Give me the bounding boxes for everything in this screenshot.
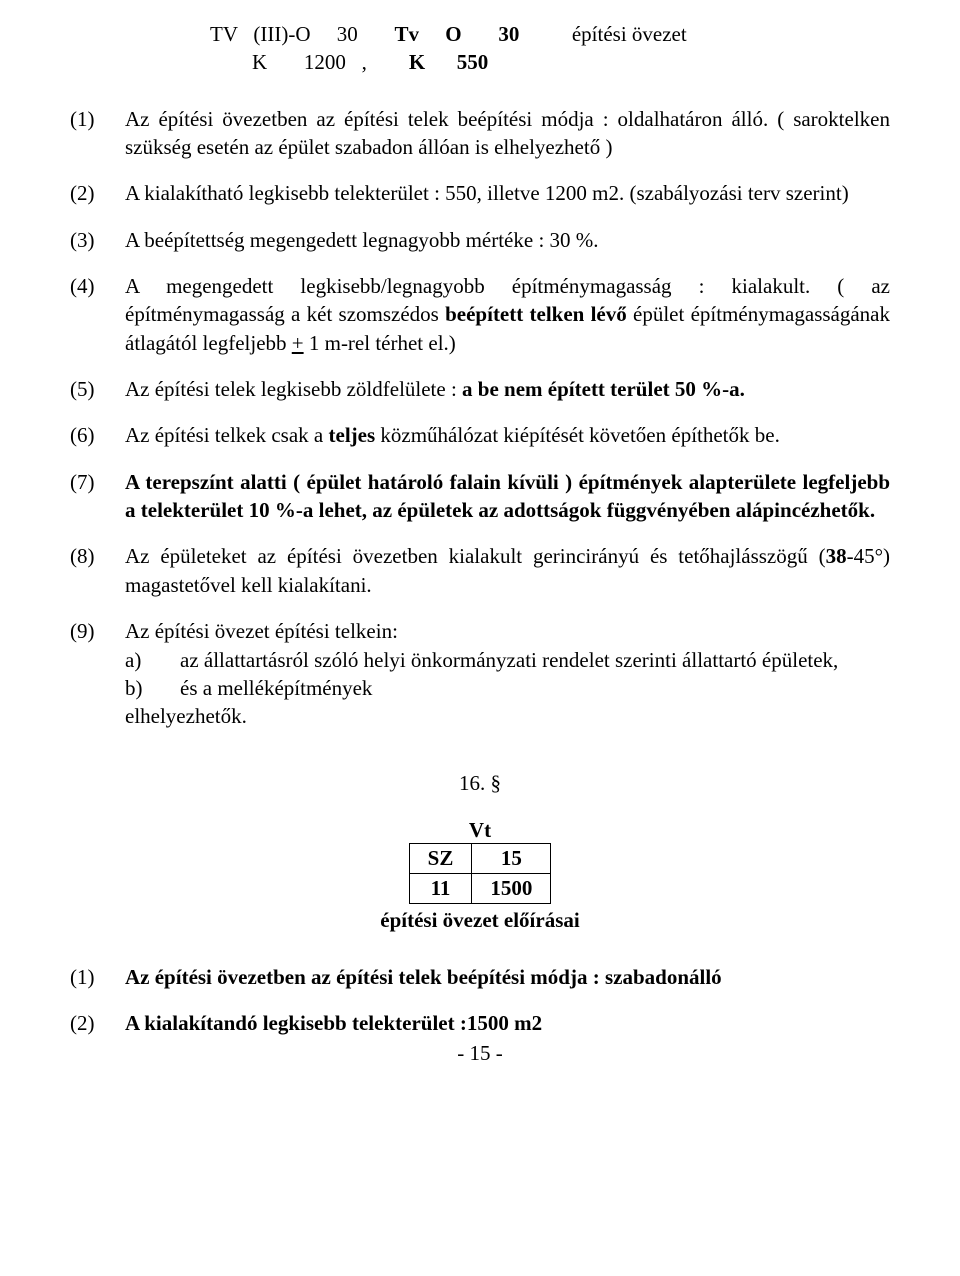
bp2-bold: A kialakítandó legkisebb telekterület :1… bbox=[125, 1011, 542, 1035]
p6-lead: Az építési telkek csak a bbox=[125, 423, 329, 447]
header-line-2: K 1200 , K 550 bbox=[210, 48, 890, 76]
para-text: Az épületeket az építési övezetben kiala… bbox=[125, 542, 890, 599]
table-row: SZ 15 bbox=[409, 843, 551, 873]
para-num: (2) bbox=[70, 179, 125, 207]
paragraph-4: (4) A megengedett legkisebb/legnagyobb é… bbox=[70, 272, 890, 357]
p4-under: + bbox=[292, 331, 304, 355]
p9-item-b: b) és a melléképítmények bbox=[125, 674, 890, 702]
p9-b-label: b) bbox=[125, 674, 180, 702]
bottom-paragraph-1: (1) Az építési övezetben az építési tele… bbox=[70, 963, 890, 991]
p8-lead: Az épületeket az építési övezetben kiala… bbox=[125, 544, 826, 568]
p9-closing: elhelyezhetők. bbox=[125, 702, 890, 730]
para-text: Az építési övezetben az építési telek be… bbox=[125, 963, 890, 991]
para-text: A beépítettség megengedett legnagyobb mé… bbox=[125, 226, 890, 254]
p6-tail: közműhálózat kiépítését követően építhet… bbox=[375, 423, 780, 447]
header-l1-right: építési övezet bbox=[572, 22, 687, 46]
p4-part3: 1 m-rel térhet el.) bbox=[304, 331, 456, 355]
para-num: (5) bbox=[70, 375, 125, 403]
header-l1-bold: Tv O 30 bbox=[395, 22, 520, 46]
para-text: Az építési telkek csak a teljes közműhál… bbox=[125, 421, 890, 449]
para-num: (1) bbox=[70, 963, 125, 991]
para-text: Az építési telek legkisebb zöldfelülete … bbox=[125, 375, 890, 403]
para-text: A terepszínt alatti ( épület határoló fa… bbox=[125, 468, 890, 525]
para-text: Az építési övezet építési telkein: a) az… bbox=[125, 617, 890, 730]
header-l2-left: K 1200 , bbox=[210, 50, 367, 74]
vt-cell: SZ bbox=[409, 843, 472, 873]
paragraph-7: (7) A terepszínt alatti ( épület határol… bbox=[70, 468, 890, 525]
p9-item-a: a) az állattartásról szóló helyi önkormá… bbox=[125, 646, 890, 674]
para-text: A kialakítandó legkisebb telekterület :1… bbox=[125, 1009, 890, 1037]
para-num: (8) bbox=[70, 542, 125, 599]
header-line-1: TV (III)-O 30 Tv O 30 építési övezet bbox=[210, 20, 890, 48]
paragraph-9: (9) Az építési övezet építési telkein: a… bbox=[70, 617, 890, 730]
vt-table: SZ 15 11 1500 bbox=[409, 843, 552, 904]
page-number: - 15 - bbox=[70, 1041, 890, 1066]
p9-a-label: a) bbox=[125, 646, 180, 674]
paragraph-3: (3) A beépítettség megengedett legnagyob… bbox=[70, 226, 890, 254]
document-page: TV (III)-O 30 Tv O 30 építési övezet K 1… bbox=[0, 0, 960, 1086]
para-num: (3) bbox=[70, 226, 125, 254]
para-text: Az építési övezetben az építési telek be… bbox=[125, 105, 890, 162]
header-l2-bold: K 550 bbox=[409, 50, 488, 74]
para-num: (2) bbox=[70, 1009, 125, 1037]
paragraph-1: (1) Az építési övezetben az építési tele… bbox=[70, 105, 890, 162]
header-code-block: TV (III)-O 30 Tv O 30 építési övezet K 1… bbox=[210, 20, 890, 77]
p7-bold: A terepszínt alatti ( épület határoló fa… bbox=[125, 470, 890, 522]
header-l1-left: TV (III)-O 30 bbox=[210, 22, 358, 46]
para-text: A kialakítható legkisebb telekterület : … bbox=[125, 179, 890, 207]
vt-caption: építési övezet előírásai bbox=[70, 908, 890, 933]
paragraph-2: (2) A kialakítható legkisebb telekterüle… bbox=[70, 179, 890, 207]
p8-bold: 38 bbox=[826, 544, 847, 568]
para-num: (4) bbox=[70, 272, 125, 357]
paragraph-6: (6) Az építési telkek csak a teljes közm… bbox=[70, 421, 890, 449]
p4-bold: beépített telken lévő bbox=[445, 302, 627, 326]
p9-b-text: és a melléképítmények bbox=[180, 674, 890, 702]
table-row: 11 1500 bbox=[409, 873, 551, 903]
vt-block: Vt SZ 15 11 1500 építési övezet előírása… bbox=[70, 818, 890, 933]
vt-title: Vt bbox=[70, 818, 890, 843]
vt-cell: 11 bbox=[409, 873, 472, 903]
bottom-paragraph-2: (2) A kialakítandó legkisebb telekterüle… bbox=[70, 1009, 890, 1037]
vt-title-text: Vt bbox=[469, 818, 491, 842]
para-text: A megengedett legkisebb/legnagyobb építm… bbox=[125, 272, 890, 357]
bp1-bold: Az építési övezetben az építési telek be… bbox=[125, 965, 722, 989]
para-num: (9) bbox=[70, 617, 125, 730]
paragraph-8: (8) Az épületeket az építési övezetben k… bbox=[70, 542, 890, 599]
paragraph-5: (5) Az építési telek legkisebb zöldfelül… bbox=[70, 375, 890, 403]
p5-lead: Az építési telek legkisebb zöldfelülete … bbox=[125, 377, 462, 401]
p6-bold: teljes bbox=[329, 423, 376, 447]
para-num: (6) bbox=[70, 421, 125, 449]
p5-bold: a be nem épített terület 50 %-a. bbox=[462, 377, 745, 401]
para-num: (1) bbox=[70, 105, 125, 162]
section-number: 16. § bbox=[70, 771, 890, 796]
vt-cell: 15 bbox=[472, 843, 551, 873]
para-num: (7) bbox=[70, 468, 125, 525]
p9-sublist: a) az állattartásról szóló helyi önkormá… bbox=[125, 646, 890, 703]
p9-a-text: az állattartásról szóló helyi önkormányz… bbox=[180, 646, 890, 674]
p9-intro: Az építési övezet építési telkein: bbox=[125, 617, 890, 645]
vt-cell: 1500 bbox=[472, 873, 551, 903]
